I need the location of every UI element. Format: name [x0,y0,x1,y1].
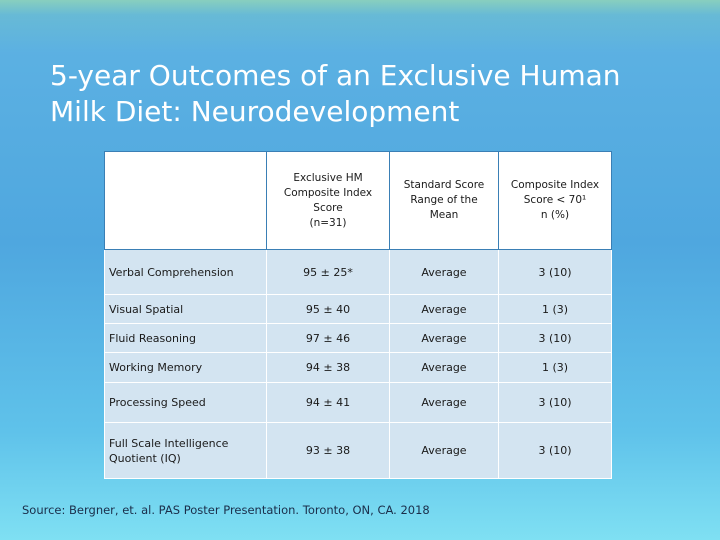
neurodevelopment-outcomes-table: Exclusive HM Composite Index Score (n=31… [104,151,612,479]
table-row: Verbal Comprehension 95 ± 25* Average 3 … [104,249,612,295]
count-cell: 3 (10) [498,382,612,423]
composite-score-cell: 97 ± 46 [266,323,390,353]
table-row: Processing Speed 94 ± 41 Average 3 (10) [104,382,612,423]
composite-score-cell: 94 ± 41 [266,382,390,423]
table-header-row: Exclusive HM Composite Index Score (n=31… [104,151,612,250]
row-label: Working Memory [104,352,267,383]
count-cell: 3 (10) [498,249,612,295]
table-row: Full Scale Intelligence Quotient (IQ) 93… [104,422,612,479]
header-cell-standard-range: Standard Score Range of the Mean [389,151,499,250]
composite-score-cell: 95 ± 25* [266,249,390,295]
range-cell: Average [389,352,499,383]
composite-score-cell: 94 ± 38 [266,352,390,383]
count-cell: 3 (10) [498,323,612,353]
slide-title: 5-year Outcomes of an Exclusive Human Mi… [50,58,690,130]
composite-score-cell: 95 ± 40 [266,294,390,324]
row-label: Verbal Comprehension [104,249,267,295]
row-label: Processing Speed [104,382,267,423]
count-cell: 3 (10) [498,422,612,479]
row-label: Fluid Reasoning [104,323,267,353]
source-citation: Source: Bergner, et. al. PAS Poster Pres… [22,503,430,517]
row-label: Visual Spatial [104,294,267,324]
table-row: Fluid Reasoning 97 ± 46 Average 3 (10) [104,323,612,353]
header-cell-blank [104,151,267,250]
header-cell-composite-score: Exclusive HM Composite Index Score (n=31… [266,151,390,250]
header-cell-below-70-count: Composite Index Score < 70¹ n (%) [498,151,612,250]
range-cell: Average [389,294,499,324]
slide-title-line-2: Milk Diet: Neurodevelopment [50,95,460,128]
range-cell: Average [389,323,499,353]
count-cell: 1 (3) [498,294,612,324]
slide-title-line-1: 5-year Outcomes of an Exclusive Human [50,59,621,92]
count-cell: 1 (3) [498,352,612,383]
table-row: Working Memory 94 ± 38 Average 1 (3) [104,352,612,383]
composite-score-cell: 93 ± 38 [266,422,390,479]
range-cell: Average [389,249,499,295]
table-row: Visual Spatial 95 ± 40 Average 1 (3) [104,294,612,324]
row-label: Full Scale Intelligence Quotient (IQ) [104,422,267,479]
range-cell: Average [389,382,499,423]
range-cell: Average [389,422,499,479]
